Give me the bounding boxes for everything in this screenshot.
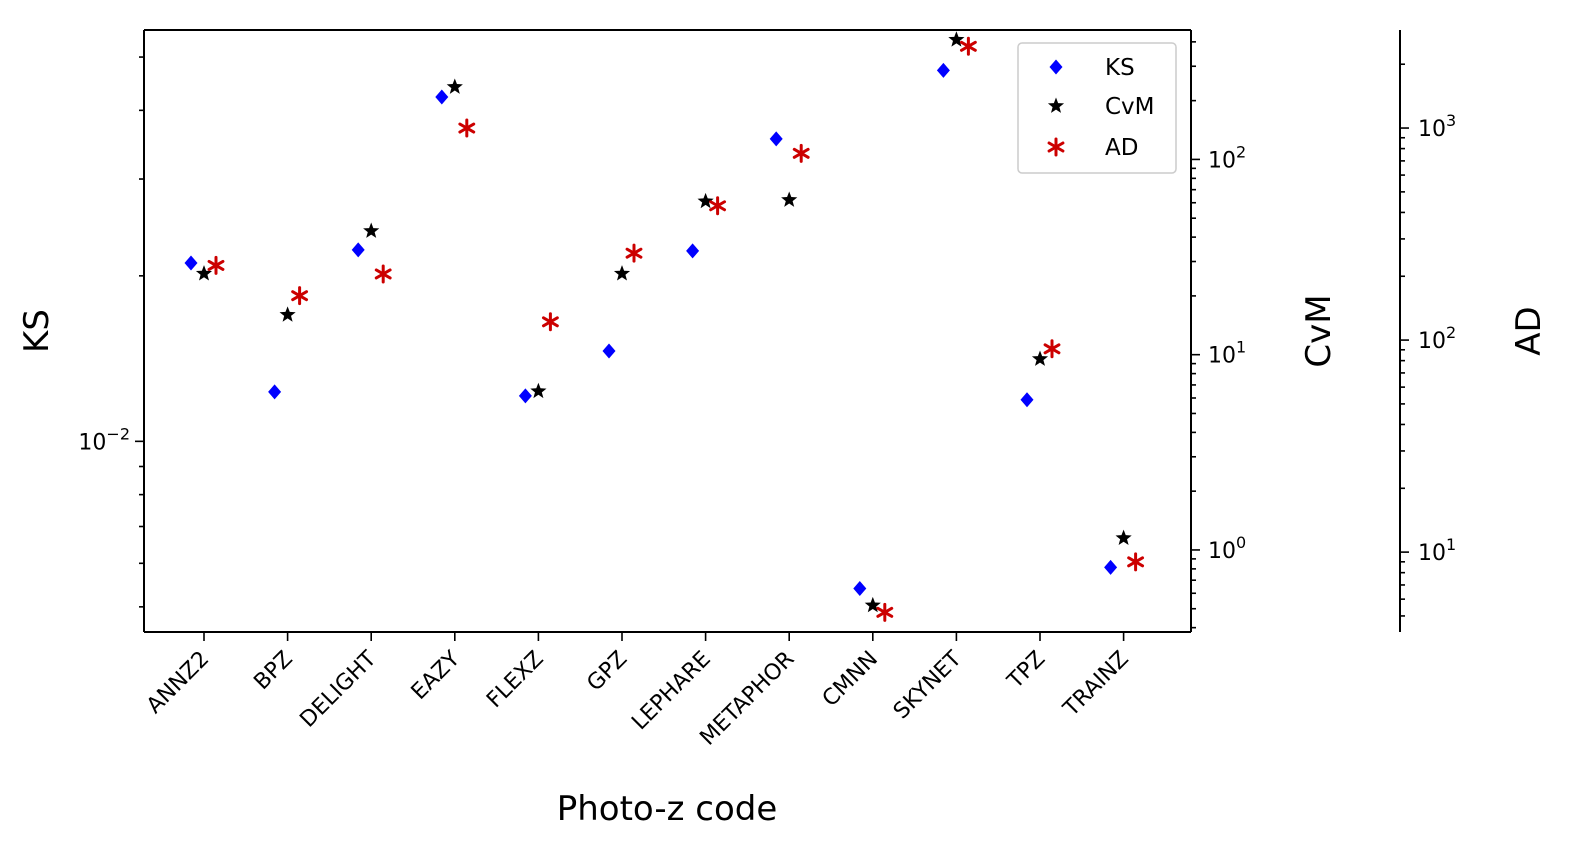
cvm-point-flexz: [530, 382, 547, 399]
cvm-point-gpz: [613, 265, 631, 281]
cvm-axis-title: CvM: [1299, 294, 1339, 367]
ad-point-metaphor-stroke: [792, 147, 810, 159]
cvm-point-cmnn: [864, 596, 881, 613]
ad-axis-title: AD: [1509, 306, 1549, 355]
ad-point-delight-stroke: [374, 268, 392, 280]
ad-point-gpz: [625, 243, 643, 263]
legend-marker-cvm: [1047, 97, 1065, 113]
cvm-tick-label: 102: [1208, 142, 1246, 173]
ks-point-delight: [351, 242, 365, 258]
x-tick-label: CMNN: [818, 647, 883, 712]
ks-point-tpz: [1020, 392, 1034, 408]
cvm-point-skynet: [948, 31, 965, 47]
ks-point-metaphor: [769, 131, 783, 147]
x-tick-label: LEPHARE: [627, 647, 716, 736]
ad-point-lephare: [709, 196, 727, 216]
legend-marker-ks: [1049, 59, 1063, 75]
ad-tick-label: 102: [1418, 323, 1456, 354]
cvm-tick-label: 101: [1208, 338, 1246, 369]
x-tick-label: EAZY: [407, 646, 466, 705]
ad-point-flexz: [541, 312, 559, 332]
ad-tick-label: 103: [1418, 111, 1456, 142]
ad-point-gpz-stroke: [625, 247, 643, 259]
x-axis-title: Photo-z code: [557, 789, 778, 829]
ks-point-bpz: [268, 384, 282, 400]
cvm-point-annz2: [195, 265, 213, 281]
ad-point-annz2-stroke: [207, 259, 225, 271]
cvm-point-tpz: [1031, 350, 1049, 366]
ks-point-gpz: [602, 343, 616, 359]
ks-point-eazy: [435, 89, 449, 105]
cvm-point-lephare: [697, 192, 714, 209]
ks-point-skynet: [936, 62, 950, 78]
ad-tick-label: 101: [1418, 535, 1456, 566]
ks-point-trainz: [1104, 559, 1118, 575]
x-tick-label: TRAINZ: [1058, 647, 1134, 723]
x-tick-label: DELIGHT: [295, 646, 381, 732]
cvm-point-metaphor: [781, 191, 798, 207]
cvm-point-eazy: [446, 78, 463, 94]
x-tick-label: BPZ: [249, 647, 297, 695]
x-tick-label: TPZ: [1002, 647, 1050, 695]
legend-marker-ad-stroke: [1047, 141, 1065, 153]
ad-point-tpz-stroke: [1043, 343, 1061, 355]
ks-point-flexz: [518, 388, 532, 404]
ks-tick-label: 10−2: [78, 424, 130, 455]
ks-point-annz2: [184, 255, 198, 271]
ad-point-cmnn-stroke: [876, 606, 894, 618]
legend-markers: [1047, 59, 1065, 157]
ad-point-cmnn: [876, 602, 894, 622]
ad-point-annz2: [207, 255, 225, 275]
cvm-tick-label: 100: [1208, 533, 1246, 564]
ad-point-flexz-stroke: [541, 316, 559, 328]
ad-point-skynet-stroke: [959, 40, 977, 52]
ks-point-lephare: [686, 243, 700, 259]
axes-frame: [143, 29, 1401, 633]
cvm-point-bpz: [279, 306, 296, 322]
ad-point-tpz: [1043, 339, 1061, 359]
ad-point-trainz: [1127, 552, 1145, 572]
ad-point-bpz-stroke: [291, 290, 309, 302]
ks-axis-title: KS: [17, 309, 57, 353]
ad-point-skynet: [959, 36, 977, 56]
legend: KS CvM AD: [1017, 42, 1177, 174]
legend-marker-ad: [1047, 137, 1065, 157]
data-marks: [184, 31, 1145, 622]
ad-point-trainz-stroke: [1127, 556, 1145, 568]
ad-point-metaphor: [792, 143, 810, 163]
ad-point-bpz: [291, 286, 309, 306]
cvm-point-delight: [363, 222, 380, 238]
ad-point-eazy: [458, 118, 476, 138]
ad-point-lephare-stroke: [709, 200, 727, 212]
x-tick-label: SKYNET: [889, 646, 967, 724]
ad-point-eazy-stroke: [458, 122, 476, 134]
x-tick-label: FLEXZ: [482, 647, 548, 713]
cvm-point-trainz: [1115, 529, 1132, 545]
legend-label-ad: AD: [1105, 135, 1138, 161]
ad-point-delight: [374, 264, 392, 284]
legend-label-cvm: CvM: [1105, 94, 1155, 120]
x-tick-label: ANNZ2: [142, 647, 214, 719]
x-tick-label: GPZ: [582, 647, 632, 697]
ks-point-cmnn: [853, 580, 867, 596]
legend-label-ks: KS: [1105, 55, 1135, 81]
